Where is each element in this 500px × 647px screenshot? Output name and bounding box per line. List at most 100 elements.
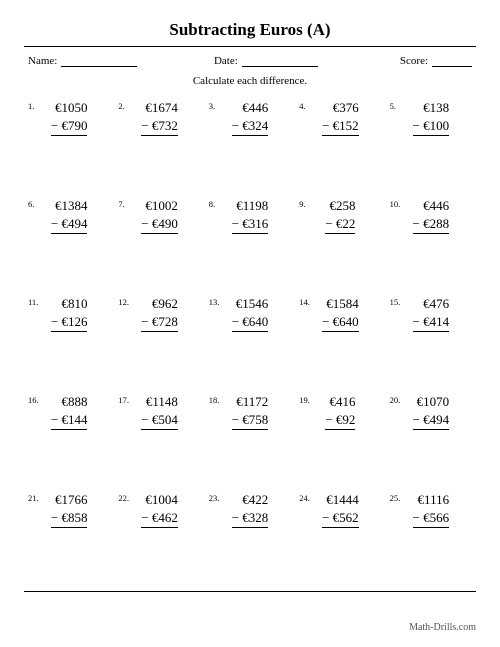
problem-number: 4. xyxy=(299,101,305,111)
instruction-text: Calculate each difference. xyxy=(24,75,476,87)
footer-text: Math-Drills.com xyxy=(409,622,476,633)
problem-number: 7. xyxy=(118,199,124,209)
problem-number: 5. xyxy=(390,101,396,111)
subtrahend: − €22 xyxy=(325,215,355,235)
problem-cell: 10. €446− €288 xyxy=(386,193,476,291)
minuend: €1444 xyxy=(322,491,359,509)
minuend: €376 xyxy=(322,99,359,117)
problem-cell: 25.€1116− €566 xyxy=(386,487,476,585)
problem-number: 3. xyxy=(209,101,215,111)
minuend: €258 xyxy=(325,197,355,215)
problem-number: 9. xyxy=(299,199,305,209)
subtraction-problem: €1002− €490 xyxy=(141,197,178,234)
subtraction-problem: €1384− €494 xyxy=(51,197,88,234)
problem-cell: 9. €258− €22 xyxy=(295,193,385,291)
problem-number: 6. xyxy=(28,199,34,209)
subtraction-problem: €1674− €732 xyxy=(141,99,178,136)
subtraction-problem: €888− €144 xyxy=(51,393,88,430)
subtrahend: − €414 xyxy=(413,313,450,333)
minuend: €1172 xyxy=(232,393,269,411)
subtrahend: − €462 xyxy=(141,509,178,529)
problem-cell: 5.€138− €100 xyxy=(386,95,476,193)
subtraction-problem: €1172− €758 xyxy=(232,393,269,430)
subtraction-problem: €258− €22 xyxy=(325,197,355,234)
subtraction-problem: €416− €92 xyxy=(325,393,355,430)
problem-cell: 14. €1584− €640 xyxy=(295,291,385,389)
name-label: Name: xyxy=(28,55,57,67)
minuend: €810 xyxy=(51,295,88,313)
worksheet-page: Subtracting Euros (A) Name: Date: Score:… xyxy=(0,0,500,647)
problem-cell: 2. €1674− €732 xyxy=(114,95,204,193)
problem-number: 25. xyxy=(390,493,401,503)
subtraction-problem: €1148− €504 xyxy=(141,393,178,430)
subtraction-problem: €1070− €494 xyxy=(413,393,450,430)
subtraction-problem: €1198− €316 xyxy=(232,197,269,234)
minuend: €1148 xyxy=(141,393,178,411)
meta-row: Name: Date: Score: xyxy=(24,55,476,67)
problem-grid: 1. €1050− €790 2. €1674− €732 3.€446− €324 4.… xyxy=(24,95,476,585)
subtrahend: − €152 xyxy=(322,117,359,137)
minuend: €422 xyxy=(232,491,269,509)
minuend: €1004 xyxy=(141,491,178,509)
minuend: €888 xyxy=(51,393,88,411)
problem-number: 18. xyxy=(209,395,220,405)
problem-number: 24. xyxy=(299,493,310,503)
problem-cell: 1. €1050− €790 xyxy=(24,95,114,193)
subtraction-problem: €1050− €790 xyxy=(51,99,88,136)
subtrahend: − €790 xyxy=(51,117,88,137)
footer-rule xyxy=(24,591,476,592)
minuend: €1198 xyxy=(232,197,269,215)
subtrahend: − €504 xyxy=(141,411,178,431)
title-rule xyxy=(24,46,476,47)
subtrahend: − €316 xyxy=(232,215,269,235)
subtraction-problem: €476− €414 xyxy=(413,295,450,332)
minuend: €1584 xyxy=(322,295,359,313)
date-field: Date: xyxy=(214,55,390,67)
subtrahend: − €494 xyxy=(413,411,450,431)
problem-cell: 13.€1546− €640 xyxy=(205,291,295,389)
problem-number: 11. xyxy=(28,297,38,307)
subtrahend: − €324 xyxy=(232,117,269,137)
problem-number: 1. xyxy=(28,101,34,111)
minuend: €1674 xyxy=(141,99,178,117)
problem-number: 8. xyxy=(209,199,215,209)
problem-number: 14. xyxy=(299,297,310,307)
problem-cell: 8. €1198− €316 xyxy=(205,193,295,291)
subtraction-problem: €422− €328 xyxy=(232,491,269,528)
problem-cell: 7. €1002− €490 xyxy=(114,193,204,291)
problem-number: 12. xyxy=(118,297,129,307)
subtraction-problem: €1766− €858 xyxy=(51,491,88,528)
subtrahend: − €328 xyxy=(232,509,269,529)
subtraction-problem: €962− €728 xyxy=(141,295,178,332)
problem-cell: 24. €1444− €562 xyxy=(295,487,385,585)
subtrahend: − €732 xyxy=(141,117,178,137)
problem-cell: 3.€446− €324 xyxy=(205,95,295,193)
subtrahend: − €640 xyxy=(322,313,359,333)
minuend: €1070 xyxy=(413,393,450,411)
subtraction-problem: €446− €288 xyxy=(413,197,450,234)
problem-cell: 15.€476− €414 xyxy=(386,291,476,389)
problem-number: 10. xyxy=(390,199,401,209)
minuend: €962 xyxy=(141,295,178,313)
score-field: Score: xyxy=(400,55,472,67)
name-blank[interactable] xyxy=(61,55,137,67)
problem-number: 2. xyxy=(118,101,124,111)
minuend: €1050 xyxy=(51,99,88,117)
subtrahend: − €562 xyxy=(322,509,359,529)
problem-number: 20. xyxy=(390,395,401,405)
problem-cell: 23. €422− €328 xyxy=(205,487,295,585)
problem-number: 16. xyxy=(28,395,39,405)
date-label: Date: xyxy=(214,55,238,67)
problem-number: 23. xyxy=(209,493,220,503)
subtrahend: − €728 xyxy=(141,313,178,333)
problem-cell: 21.€1766− €858 xyxy=(24,487,114,585)
score-blank[interactable] xyxy=(432,55,472,67)
subtrahend: − €490 xyxy=(141,215,178,235)
date-blank[interactable] xyxy=(242,55,318,67)
subtrahend: − €288 xyxy=(413,215,450,235)
problem-cell: 16. €888− €144 xyxy=(24,389,114,487)
subtrahend: − €758 xyxy=(232,411,269,431)
subtrahend: − €640 xyxy=(232,313,269,333)
problem-number: 13. xyxy=(209,297,220,307)
subtraction-problem: €1444− €562 xyxy=(322,491,359,528)
